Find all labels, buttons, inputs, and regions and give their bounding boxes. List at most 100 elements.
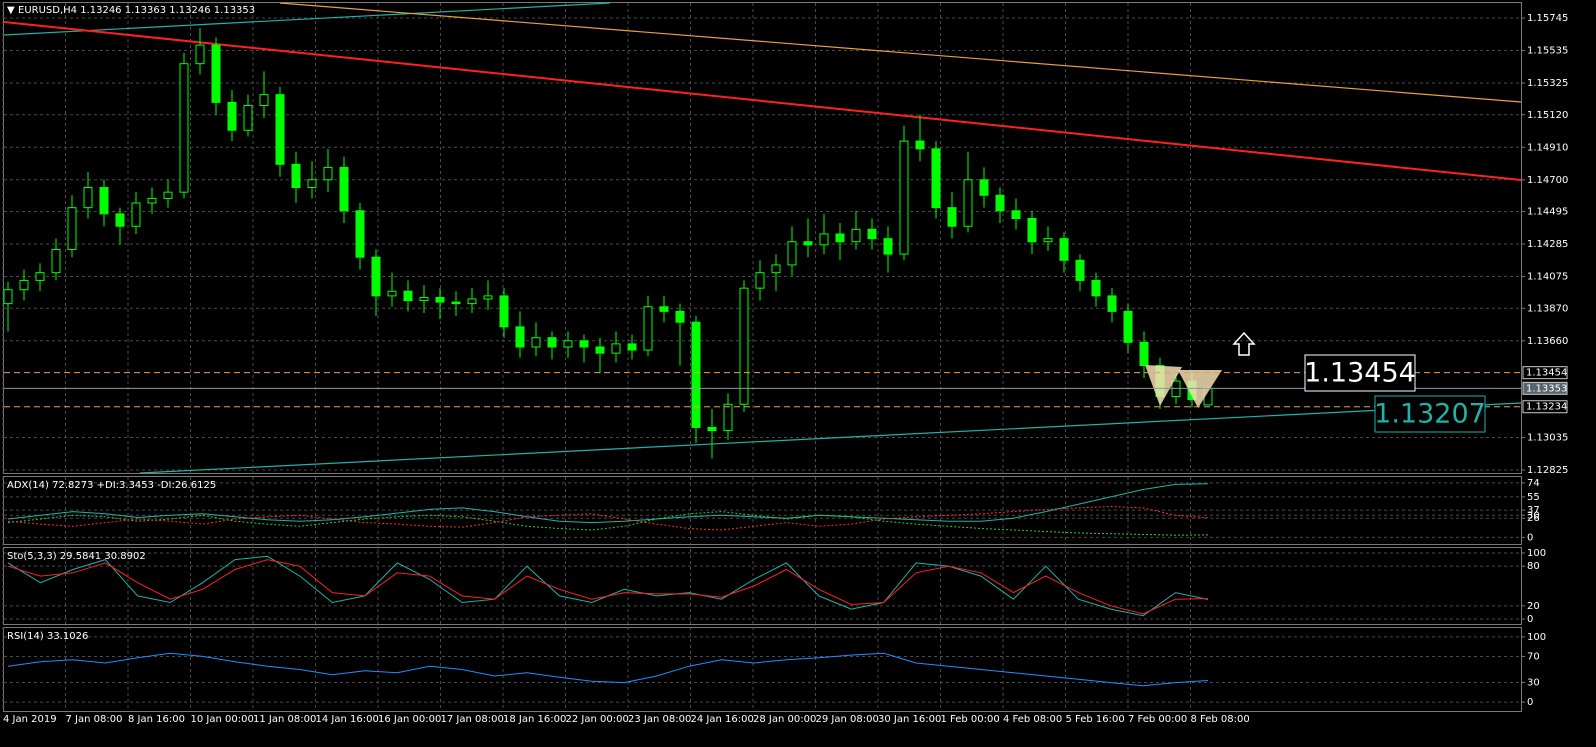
candle-body xyxy=(531,337,541,348)
x-tick-label: 4 Jan 2019 xyxy=(3,714,57,725)
x-tick-label: 7 Jan 08:00 xyxy=(66,714,123,725)
candle-body xyxy=(275,94,285,165)
x-tick-label: 8 Feb 08:00 xyxy=(1191,714,1250,725)
candle-body xyxy=(19,279,29,291)
y-tick-label: 74 xyxy=(1527,478,1540,489)
x-tick-label: 18 Jan 16:00 xyxy=(503,714,566,725)
x-tick-label: 10 Jan 00:00 xyxy=(191,714,254,725)
x-tick-label: 23 Jan 08:00 xyxy=(628,714,691,725)
candle-body xyxy=(291,163,301,189)
candle-body xyxy=(355,210,365,258)
candle-body xyxy=(195,44,205,65)
trendline xyxy=(139,402,1522,474)
candle-body xyxy=(691,321,701,428)
candle-body xyxy=(803,241,813,246)
candle-body xyxy=(995,194,1005,212)
y-tick-label: 1.14285 xyxy=(1527,239,1568,250)
y-tick-label: 70 xyxy=(1527,651,1540,662)
indicator-line xyxy=(7,505,1209,531)
candle-body xyxy=(227,101,237,131)
y-tick-label: 1.13870 xyxy=(1527,303,1568,314)
candle-body xyxy=(979,179,989,196)
candle-body xyxy=(99,187,109,215)
x-tick-label: 28 Jan 00:00 xyxy=(753,714,816,725)
candle-body xyxy=(1043,238,1053,243)
x-tick-label: 30 Jan 16:00 xyxy=(878,714,941,725)
x-tick-label: 11 Jan 08:00 xyxy=(253,714,316,725)
x-tick-label: 1 Feb 00:00 xyxy=(941,714,1000,725)
price-label-box xyxy=(1374,395,1486,433)
y-tick-label: 1.14700 xyxy=(1527,175,1568,186)
candle-body xyxy=(83,187,93,209)
candle-body xyxy=(3,289,13,305)
x-tick-label: 7 Feb 00:00 xyxy=(1128,714,1187,725)
y-tick-label: 55 xyxy=(1527,492,1540,503)
x-tick-label: 5 Feb 16:00 xyxy=(1066,714,1125,725)
y-tick-label: 0 xyxy=(1527,614,1533,625)
x-tick-label: 4 Feb 08:00 xyxy=(1003,714,1062,725)
candle-body xyxy=(611,343,621,354)
candle-body xyxy=(419,296,429,302)
candle-body xyxy=(659,306,669,312)
y-tick-label: 30 xyxy=(1527,678,1540,689)
candle-body xyxy=(547,337,557,348)
pane-title: ADX(14) 72.8273 +DI:3.3453 -DI:26.6125 xyxy=(7,480,216,491)
candle-body xyxy=(1139,341,1149,367)
triangle xyxy=(1178,370,1222,408)
candle-body xyxy=(579,340,589,348)
candle-body xyxy=(915,140,925,150)
candle-body xyxy=(115,213,125,227)
candle-body xyxy=(1059,238,1069,261)
y-tick-label: 80 xyxy=(1527,561,1540,572)
candle-body xyxy=(307,179,317,189)
indicator-line xyxy=(7,511,1209,536)
indicator-line xyxy=(7,652,1209,687)
indicator-line xyxy=(7,483,1209,524)
trendline xyxy=(3,2,611,36)
trendline xyxy=(279,2,1522,103)
x-tick-label: 29 Jan 08:00 xyxy=(816,714,879,725)
trendline xyxy=(3,21,1522,181)
y-tick-label: 1.14495 xyxy=(1527,207,1568,218)
level-label: 1.13234 xyxy=(1526,402,1567,413)
y-tick-label: 100 xyxy=(1527,632,1546,643)
candle-body xyxy=(899,140,909,255)
candle-body xyxy=(387,290,397,297)
y-tick-label: 100 xyxy=(1527,548,1546,559)
candle-body xyxy=(1091,279,1101,297)
indicator-line xyxy=(7,559,1209,615)
candle-body xyxy=(851,228,861,243)
x-tick-label: 22 Jan 00:00 xyxy=(566,714,629,725)
candle-body xyxy=(339,166,349,212)
candle-body xyxy=(147,197,157,204)
x-tick-label: 17 Jan 08:00 xyxy=(441,714,504,725)
candle-body xyxy=(211,44,221,103)
candle-body xyxy=(867,228,877,240)
price-label: 1.13207 xyxy=(1374,399,1486,430)
candle-body xyxy=(835,233,845,243)
candle-body xyxy=(947,207,957,227)
candle-body xyxy=(483,295,493,300)
level-label-box xyxy=(1522,400,1568,414)
pattern-marks xyxy=(1145,331,1256,408)
candle-body xyxy=(67,207,77,250)
price-label: 1.13454 xyxy=(1304,358,1416,389)
candle-body xyxy=(787,241,797,266)
y-tick-label: 1.15120 xyxy=(1527,110,1568,121)
y-tick-label: 1.15325 xyxy=(1527,78,1568,89)
level-label-box xyxy=(1522,366,1568,380)
y-tick-label: 30 xyxy=(1527,510,1540,521)
y-tick-label: 1.15535 xyxy=(1527,46,1568,57)
pane-title: Sto(5,3,3) 29.5841 30.8902 xyxy=(7,551,146,562)
candle-body xyxy=(595,346,605,354)
level-label: 1.13353 xyxy=(1526,383,1567,394)
candle-body xyxy=(707,426,717,432)
candle-body xyxy=(563,340,573,348)
candle-body xyxy=(963,179,973,227)
candle-body xyxy=(499,295,509,328)
y-tick-label: 1.13035 xyxy=(1527,433,1568,444)
title-marker: ▼ xyxy=(7,5,15,16)
y-tick-label: 37 xyxy=(1527,505,1540,516)
